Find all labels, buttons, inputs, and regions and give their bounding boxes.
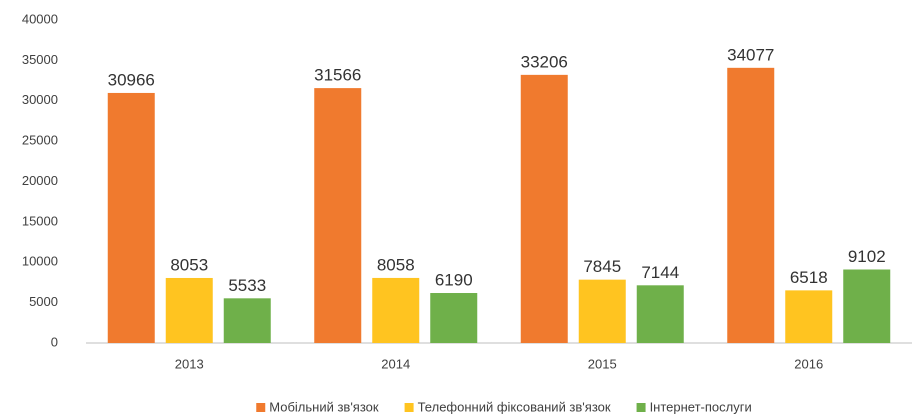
y-tick-label: 30000: [22, 92, 58, 107]
x-tick-label: 2014: [381, 356, 410, 371]
bar: [785, 290, 833, 343]
bar: [372, 277, 420, 343]
bar: [727, 67, 775, 344]
y-tick-label: 25000: [22, 133, 58, 148]
value-label: 8058: [377, 255, 415, 274]
legend-swatch: [636, 403, 646, 412]
value-label: 5533: [228, 276, 266, 295]
bar: [636, 285, 684, 343]
value-label: 6190: [435, 271, 473, 290]
y-tick-label: 20000: [22, 173, 58, 188]
legend-swatch: [404, 403, 414, 412]
value-label: 9102: [848, 247, 886, 266]
value-label: 33206: [521, 52, 568, 71]
value-label: 7144: [641, 263, 679, 282]
y-tick-label: 10000: [22, 254, 58, 269]
x-tick-label: 2013: [175, 356, 204, 371]
bar: [520, 74, 568, 344]
bar: [430, 293, 478, 343]
y-tick-label: 0: [51, 334, 58, 349]
y-tick-label: 35000: [22, 52, 58, 67]
x-tick-label: 2015: [588, 356, 617, 371]
bar: [165, 277, 213, 343]
value-label: 31566: [314, 66, 361, 85]
value-label: 7845: [583, 257, 621, 276]
x-tick-label: 2016: [794, 356, 823, 371]
bar: [843, 269, 891, 343]
legend-label: Телефонний фіксований зв'язок: [418, 399, 611, 414]
legend-label: Інтернет-послуги: [650, 399, 752, 414]
value-label: 6518: [790, 268, 828, 287]
y-tick-label: 40000: [22, 11, 58, 26]
y-tick-label: 5000: [29, 294, 58, 309]
value-label: 8053: [170, 255, 208, 274]
bar: [223, 298, 271, 343]
bar: [578, 279, 626, 343]
y-tick-label: 15000: [22, 213, 58, 228]
legend-swatch: [256, 403, 266, 412]
value-label: 30966: [108, 70, 155, 89]
legend-label: Мобільний зв'язок: [269, 399, 379, 414]
value-label: 34077: [727, 45, 774, 64]
bar: [314, 88, 362, 343]
bar: [107, 92, 155, 343]
